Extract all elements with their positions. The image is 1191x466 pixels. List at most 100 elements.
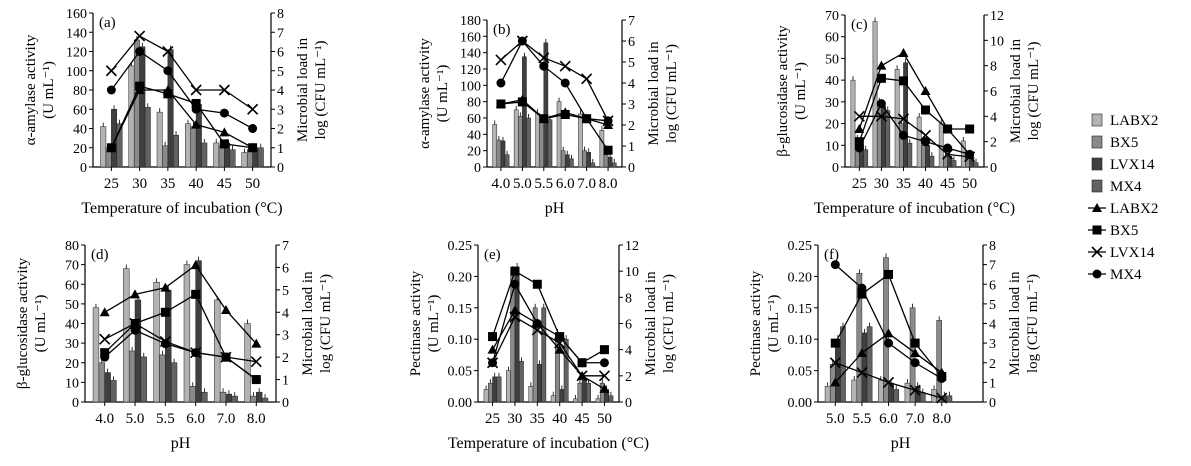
right-tick-label: 2 (628, 119, 635, 134)
panel-label: (d) (91, 247, 109, 263)
left-tick-label: 0.15 (448, 302, 473, 317)
y-axis-label: α-amylase activity (23, 34, 39, 145)
point-labx2 (920, 86, 931, 95)
x-tick-label: 40 (552, 411, 567, 427)
panel-label: (c) (851, 17, 868, 33)
point-labx2 (599, 383, 610, 393)
left-tick-label: 0.00 (788, 396, 813, 411)
point-bx5 (943, 124, 953, 134)
right-tick-label: 8 (625, 291, 632, 306)
y2-axis-label: Microbial load in (1008, 38, 1024, 143)
bar-mx4 (518, 360, 524, 403)
bar-labx2 (535, 112, 540, 168)
bar-mx4 (885, 110, 891, 168)
legend-swatch-bx5 (1091, 135, 1103, 149)
legend-label: LVX14 (1110, 245, 1155, 261)
point-mx4 (160, 339, 170, 349)
line-labx2 (110, 89, 253, 149)
x-tick-label: 35 (896, 176, 911, 192)
point-mx4 (163, 66, 173, 76)
x-tick-label: 40 (918, 176, 933, 192)
left-tick-label: 10 (825, 139, 839, 154)
right-tick-label: 5 (989, 298, 996, 313)
bar-lvx14 (500, 140, 506, 168)
point-lvx14 (598, 370, 611, 382)
y-axis-label: β-glucosidase activity (775, 25, 791, 157)
point-labx2 (898, 48, 909, 57)
bar-labx2 (156, 111, 163, 168)
point-lvx14 (250, 356, 262, 368)
line-lvx14 (500, 40, 609, 122)
bar-lvx14 (195, 104, 202, 168)
right-tick-label: 3 (277, 103, 284, 118)
bar-bx5 (577, 382, 583, 403)
point-bx5 (910, 338, 920, 348)
x-tick-label: 50 (597, 411, 612, 427)
y2-axis-label: log (CFU mL⁻¹) (664, 44, 680, 143)
x-axis-label: Temperature of incubation (°C) (81, 200, 282, 217)
bar-bx5 (162, 145, 169, 168)
bar-mx4 (929, 155, 935, 168)
right-tick-label: 12 (990, 9, 1004, 24)
x-tick-label: 30 (874, 176, 889, 192)
right-tick-label: 7 (282, 239, 289, 254)
left-tick-label: 20 (825, 118, 839, 133)
bar-labx2 (513, 109, 519, 168)
right-tick-label: 2 (277, 123, 284, 138)
point-lvx14 (162, 45, 174, 58)
point-bx5 (539, 114, 549, 124)
bar-mx4 (569, 158, 574, 168)
bar-bx5 (219, 391, 227, 403)
x-tick-label: 8.0 (247, 411, 266, 427)
point-mx4 (577, 358, 587, 368)
point-mx4 (937, 373, 947, 383)
bar-lvx14 (195, 260, 202, 403)
bar-bx5 (582, 150, 587, 168)
left-tick-label: 140 (66, 26, 87, 41)
legend-swatch-lvx14 (1091, 157, 1103, 171)
point-mx4 (603, 116, 613, 126)
y-axis-label: (U mL⁻¹) (766, 295, 782, 353)
bar-mx4 (261, 397, 269, 403)
right-tick-label: 1 (277, 142, 284, 157)
point-lvx14 (531, 324, 543, 336)
bar-mx4 (140, 356, 147, 403)
line-bx5 (491, 270, 605, 364)
point-mx4 (251, 375, 261, 385)
chart-panel-e: 0.00 0.05 0.10 0.15 0.20 0.25 0 2 4 6 8 10 12 25 30 35 4… (408, 239, 677, 452)
y2-axis-label: log (CFU mL⁻¹) (1026, 41, 1042, 140)
point-mx4 (221, 352, 231, 362)
right-tick-label: 8 (989, 239, 996, 254)
x-axis-label: pH (171, 435, 191, 452)
point-bx5 (884, 269, 894, 279)
left-tick-label: 40 (65, 318, 79, 333)
right-tick-label: 2 (989, 357, 996, 372)
point-bx5 (219, 139, 229, 149)
right-tick-label: 3 (282, 329, 289, 344)
bar-bx5 (246, 149, 253, 168)
x-tick-label: 5.0 (826, 411, 845, 427)
left-tick-label: 30 (825, 96, 839, 111)
point-lvx14 (495, 54, 507, 66)
point-bx5 (830, 338, 840, 348)
line-mx4 (491, 282, 605, 364)
line-lvx14 (104, 322, 257, 363)
left-tick-label: 0.10 (448, 333, 473, 348)
right-tick-label: 0 (282, 396, 289, 411)
point-labx2 (487, 344, 498, 354)
left-tick-label: 70 (825, 9, 839, 24)
legend-label: LABX2 (1110, 201, 1158, 217)
point-labx2 (130, 289, 141, 299)
point-mx4 (219, 108, 229, 118)
x-tick-label: 6.0 (186, 411, 205, 427)
point-mx4 (191, 348, 201, 358)
point-bx5 (532, 279, 542, 289)
x-tick-label: 6.0 (556, 176, 575, 192)
point-mx4 (910, 358, 920, 368)
bar-labx2 (878, 379, 884, 403)
point-bx5 (160, 307, 170, 317)
bar-labx2 (492, 124, 498, 168)
left-tick-label: 60 (467, 112, 481, 127)
